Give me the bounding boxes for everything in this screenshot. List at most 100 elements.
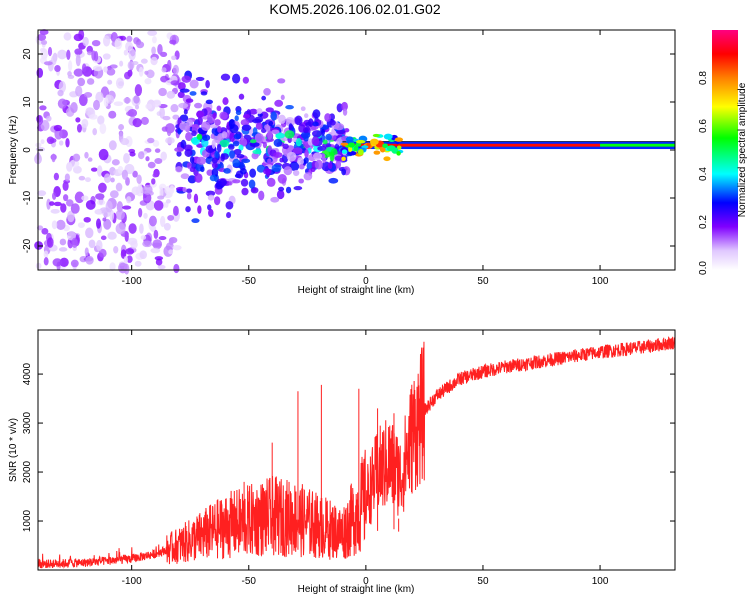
spectrogram-blob [70, 203, 80, 214]
spectrogram-blob [128, 48, 136, 61]
spectrogram-blob [144, 70, 149, 75]
spectrogram-blob [102, 217, 107, 222]
spectrogram-blob [81, 195, 89, 201]
spectrogram-blob [329, 119, 336, 126]
spectrogram-blob [194, 173, 203, 183]
spectrogram-blob [65, 137, 70, 148]
spectrogram-blob [98, 182, 107, 193]
spectrogram-blob [84, 177, 91, 183]
spectrogram-x-tick-label: -100 [122, 276, 142, 287]
snr-x-tick-label: -50 [242, 576, 257, 587]
spectrogram-blob [295, 138, 302, 147]
spectrogram-blob [148, 215, 157, 227]
spectrogram-y-tick-label: -20 [22, 238, 33, 253]
spectrogram-blob [167, 215, 175, 221]
spectrogram-blob [211, 162, 218, 169]
spectrogram-blob [58, 247, 68, 252]
spectrogram-blob [35, 146, 46, 152]
spectrogram-blob [115, 223, 126, 235]
spectrogram-blob [211, 157, 218, 164]
spectrogram-blob [95, 91, 104, 103]
spectrogram-blob [383, 156, 391, 162]
spectrogram-blob [46, 237, 54, 248]
spectrogram-blob [85, 227, 94, 239]
spectrogram-blob [270, 111, 277, 121]
spectrogram-blob [64, 173, 70, 182]
spectrogram-blob [254, 133, 265, 144]
spectrogram-blob [158, 87, 167, 97]
spectrogram-blob [113, 101, 124, 107]
spectrogram-blob [53, 172, 60, 181]
colorbar-tick-label: 0.8 [698, 71, 709, 85]
spectrogram-blob [394, 137, 404, 142]
spectrogram-blob [187, 175, 197, 184]
spectrogram-blob [172, 244, 182, 251]
spectrogram-blob [152, 36, 157, 44]
colorbar-tick-label: 0.6 [698, 119, 709, 133]
spectrogram-y-tick-label: 10 [22, 96, 33, 108]
spectrogram-blob [160, 75, 169, 83]
spectrogram-x-tick-label: 0 [363, 276, 369, 287]
spectrogram-blob [355, 139, 366, 144]
spectrogram-blob [51, 220, 58, 230]
spectrogram-blob [240, 119, 250, 126]
spectrogram-blob [74, 48, 83, 55]
spectrogram-blob [205, 80, 210, 89]
spectrogram-blob [165, 199, 171, 204]
spectrogram-blob [255, 122, 263, 130]
spectrogram-blob [236, 153, 245, 159]
spectrogram-blob [58, 81, 67, 93]
spectrogram-blob [52, 192, 57, 200]
figure-title: KOM5.2026.106.02.01.G02 [269, 1, 440, 17]
spectrogram-blob [130, 240, 138, 249]
spectrogram-blob [120, 138, 130, 146]
spectrogram-blob [138, 181, 143, 194]
spectrogram-blob [261, 95, 267, 101]
spectrogram-blob [147, 161, 156, 169]
spectrogram-blob [373, 150, 381, 155]
spectrogram-blob [96, 165, 103, 177]
spectrogram-blob [110, 177, 115, 183]
spectrogram-x-tick-label: 100 [592, 276, 609, 287]
spectrogram-blob [169, 39, 177, 45]
snr-x-tick-label: 0 [363, 576, 369, 587]
spectrogram-blob [312, 152, 323, 161]
snr-axes: -100 -50 0 50 100 1000 2000 3000 4000 [22, 330, 675, 587]
spectrogram-blob [186, 119, 194, 127]
spectrogram-blob [106, 68, 116, 76]
spectrogram-blob [168, 237, 174, 246]
spectrogram-blob [50, 208, 60, 214]
spectrogram-blob [43, 257, 49, 266]
spectrogram-blob [335, 160, 342, 169]
spectrogram-blob [189, 79, 199, 89]
spectrogram-blob [151, 46, 156, 55]
spectrogram-blob [258, 190, 265, 201]
spectrogram-blob [92, 65, 103, 72]
spectrogram-blob [341, 168, 347, 176]
spectrogram-blob [184, 149, 193, 157]
spectrogram-blob [99, 123, 107, 135]
spectrogram-blob [185, 131, 193, 142]
snr-y-tick-label: 2000 [22, 460, 33, 483]
spectrogram-blob [273, 138, 283, 147]
spectrogram-blob [300, 131, 311, 139]
colorbar: 0.0 0.2 0.4 0.6 0.8 Normalized spectral ampl… [698, 30, 748, 275]
spectrogram-blob [191, 218, 200, 224]
spectrogram-blob [322, 139, 328, 145]
spectrogram-blob [53, 124, 63, 132]
spectrogram-blob [87, 157, 93, 162]
spectrogram-blob [138, 207, 143, 218]
spectrogram-blob [63, 194, 69, 202]
colorbar-gradient [712, 30, 738, 270]
spectrogram-blob [328, 177, 339, 184]
spectrogram-blob [334, 123, 345, 131]
spectrogram-blob [232, 179, 241, 184]
spectrogram-y-tick-label: 0 [22, 147, 33, 153]
spectrogram-blob [131, 186, 141, 196]
spectrogram-blob [103, 35, 111, 47]
spectrogram-blob [171, 55, 177, 61]
spectrogram-blob [210, 133, 215, 140]
spectrogram-blob [124, 71, 131, 80]
spectrogram-blob [136, 41, 145, 49]
